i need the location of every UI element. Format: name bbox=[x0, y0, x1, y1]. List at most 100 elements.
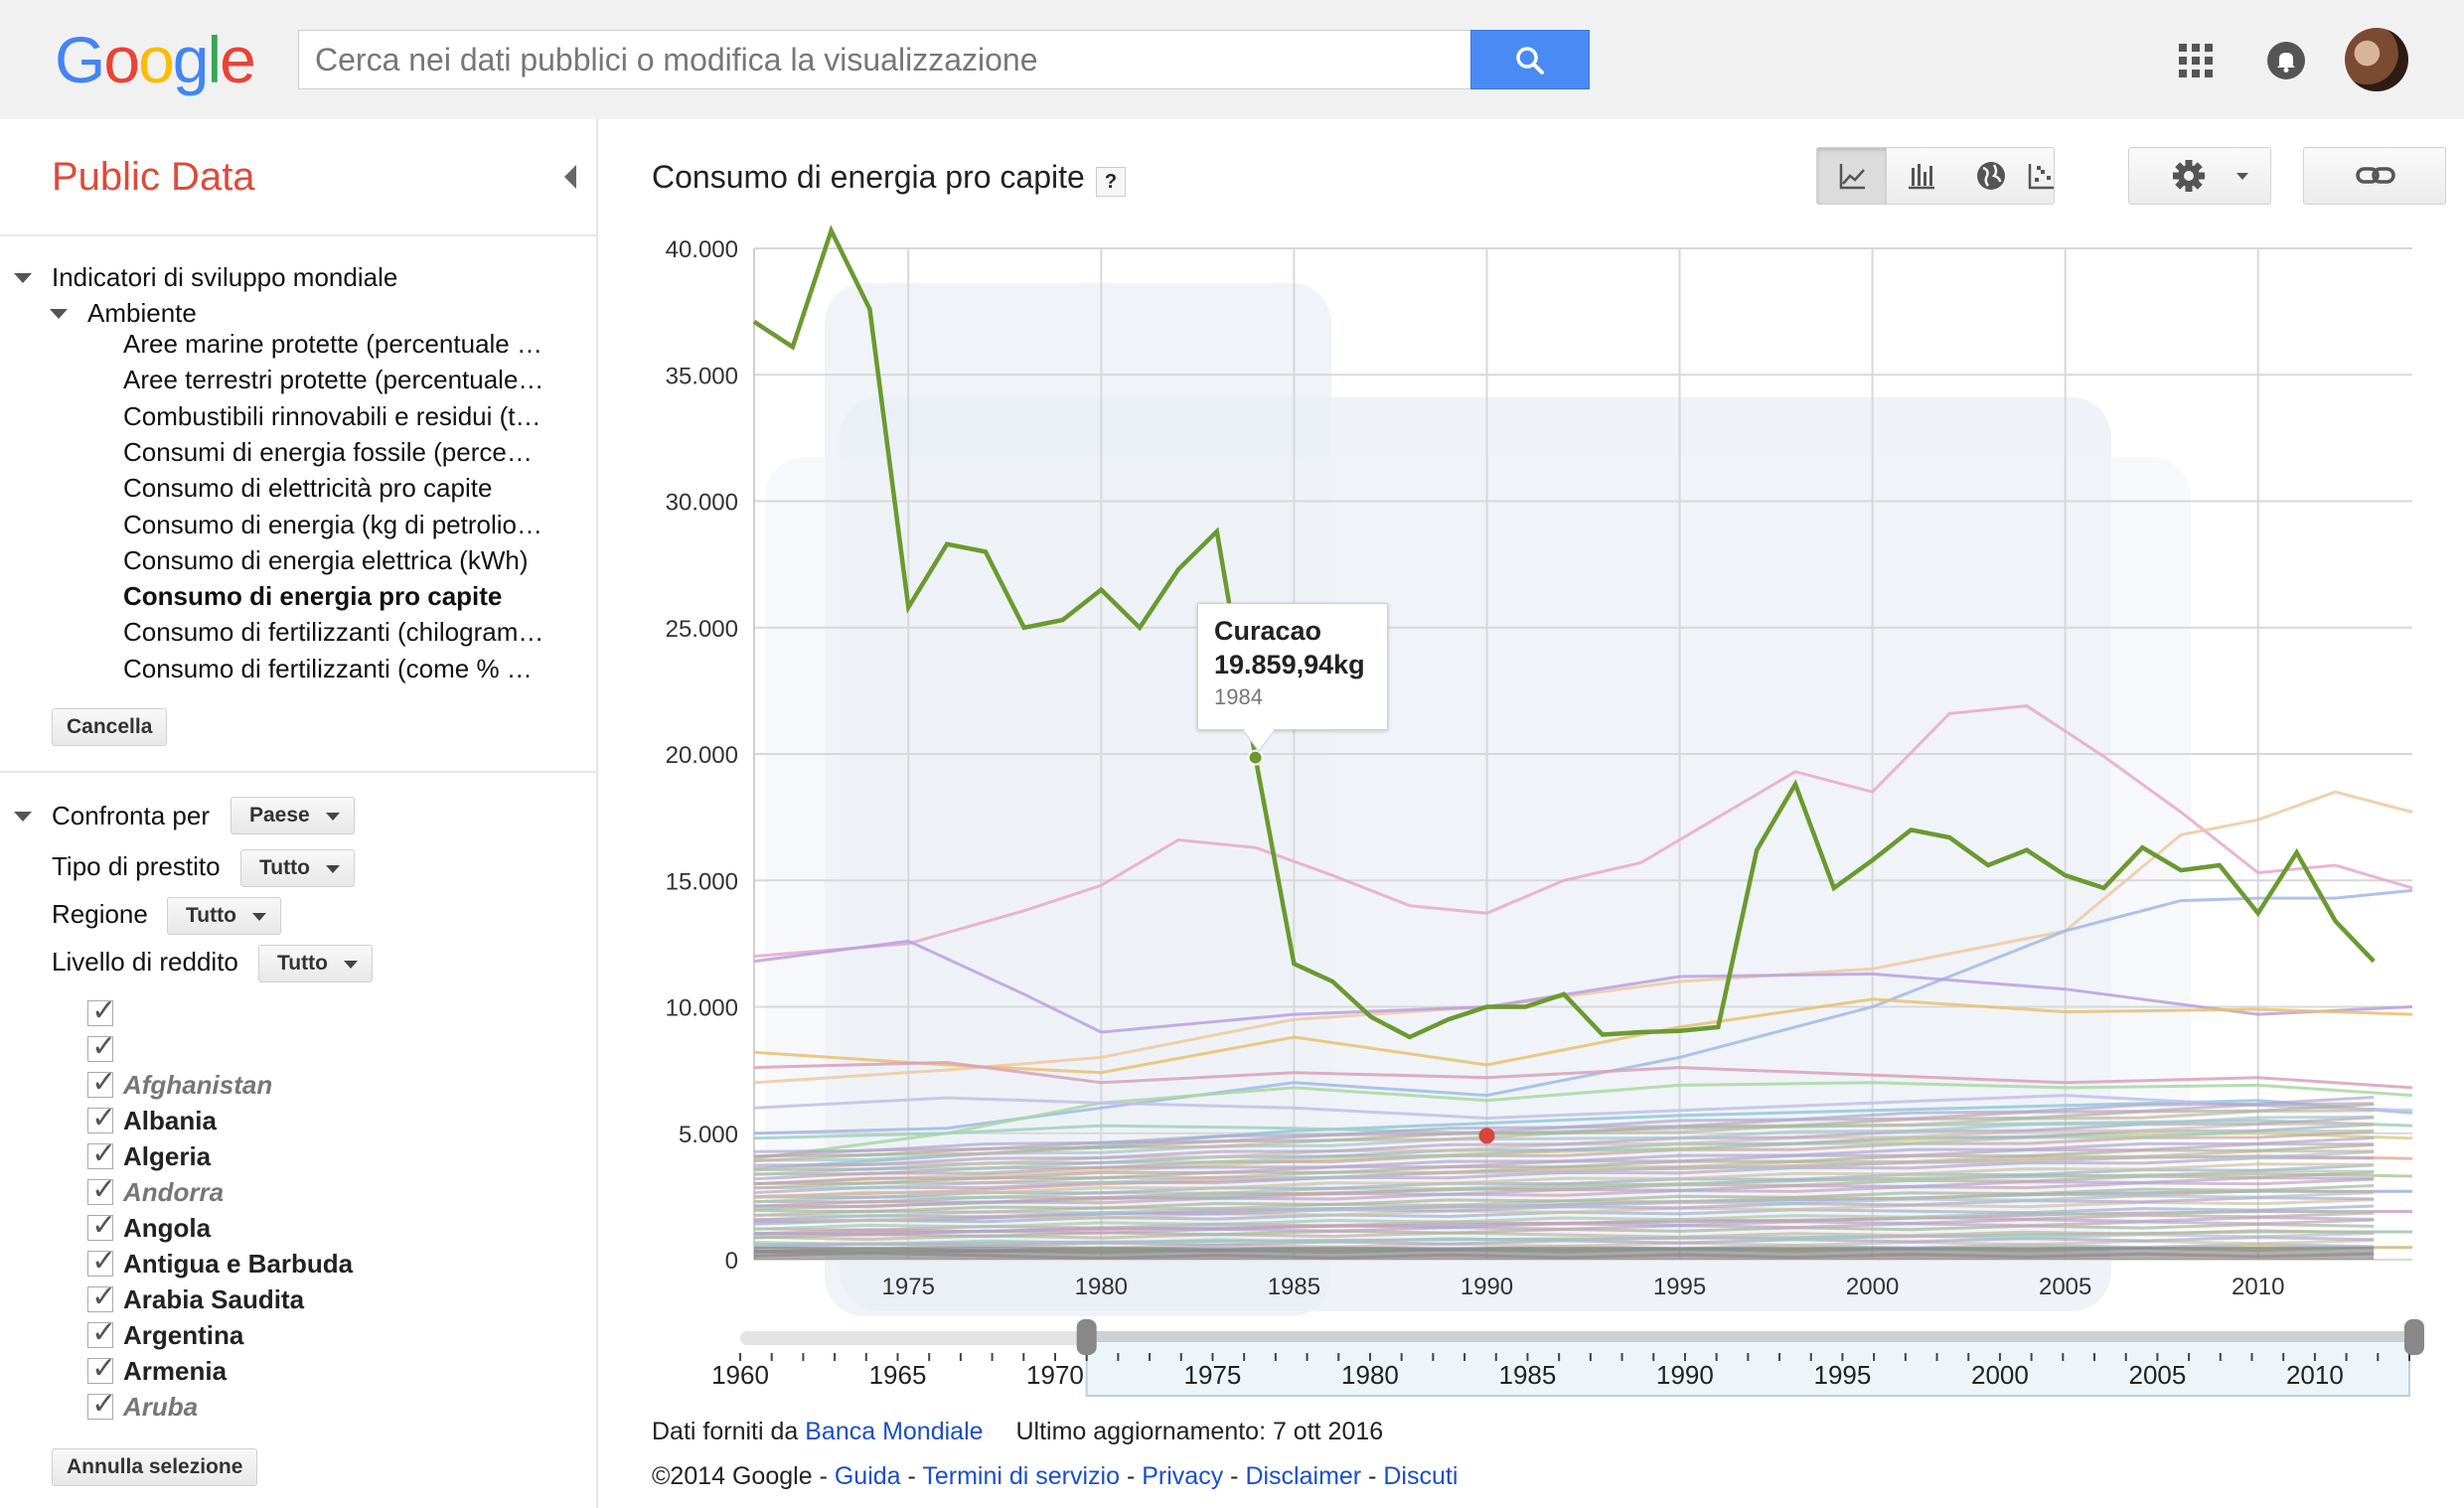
line-chart-icon[interactable] bbox=[1817, 148, 1887, 204]
country-label: Armenia bbox=[123, 1356, 228, 1386]
indicator-item[interactable]: Consumo di energia pro capite bbox=[123, 581, 503, 612]
search-box[interactable] bbox=[298, 30, 1472, 89]
copyright-line: ©2014 Google - Guida - Termini di serviz… bbox=[652, 1462, 1458, 1491]
y-tick-label: 15.000 bbox=[666, 868, 738, 895]
indicator-item[interactable]: Consumo di energia (kg di petrolio… bbox=[123, 509, 542, 539]
expand-compare-icon[interactable] bbox=[14, 812, 32, 822]
x-tick-label: 2000 bbox=[1846, 1274, 1899, 1300]
timeline-start-handle[interactable] bbox=[1076, 1319, 1097, 1355]
help-button[interactable]: ? bbox=[1096, 167, 1126, 197]
timeline-tick-label: 2000 bbox=[1971, 1360, 2029, 1390]
timeline-tick-label: 1960 bbox=[711, 1360, 769, 1390]
country-checkbox[interactable] bbox=[87, 1065, 116, 1100]
source-prefix: Dati forniti da bbox=[652, 1418, 799, 1445]
google-logo[interactable]: Google bbox=[55, 22, 256, 97]
country-label: Aruba bbox=[123, 1392, 199, 1422]
copyright: ©2014 Google bbox=[652, 1462, 813, 1490]
filter-label: Livello di reddito bbox=[52, 947, 238, 977]
footer-link-privacy[interactable]: Privacy bbox=[1142, 1462, 1224, 1490]
x-tick-label: 1980 bbox=[1075, 1274, 1128, 1300]
expand-indicators-icon[interactable] bbox=[14, 273, 32, 283]
page-title: Consumo di energia pro capite bbox=[652, 159, 1085, 195]
y-tick-label: 0 bbox=[725, 1248, 738, 1275]
gear-icon bbox=[2173, 160, 2248, 192]
bar-chart-icon[interactable] bbox=[1887, 148, 1956, 204]
timeline-end-handle[interactable] bbox=[2404, 1319, 2424, 1355]
indicator-item[interactable]: Consumi di energia fossile (perce… bbox=[123, 436, 533, 467]
indicator-item[interactable]: Combustibili rinnovabili e residui (t… bbox=[123, 400, 541, 431]
indicator-item[interactable]: Consumo di energia elettrica (kWh) bbox=[123, 544, 529, 575]
country-checkbox[interactable] bbox=[87, 1351, 116, 1386]
separator: - bbox=[907, 1462, 916, 1490]
search-input[interactable] bbox=[299, 31, 1471, 88]
footer-link-help[interactable]: Guida bbox=[834, 1462, 901, 1490]
timeline-tick-label: 1975 bbox=[1184, 1360, 1242, 1390]
dataset-root-label[interactable]: Indicatori di sviluppo mondiale bbox=[52, 262, 398, 292]
timeline-tick-label: 1990 bbox=[1656, 1360, 1714, 1390]
bell-icon[interactable] bbox=[2267, 42, 2305, 79]
filter-dropdown[interactable]: Tutto bbox=[240, 849, 355, 887]
scatter-chart-icon[interactable] bbox=[2026, 148, 2056, 204]
data-tooltip: Curacao 19.859,94kg 1984 bbox=[1197, 603, 1388, 752]
country-checkbox[interactable] bbox=[87, 1387, 116, 1422]
timeline-tick-label: 1995 bbox=[1814, 1360, 1872, 1390]
country-label: Andorra bbox=[123, 1177, 225, 1207]
country-checkbox[interactable] bbox=[87, 1208, 116, 1243]
country-label: Argentina bbox=[123, 1320, 244, 1350]
filter-label: Tipo di prestito bbox=[52, 851, 221, 881]
separator: - bbox=[819, 1462, 828, 1490]
compare-dropdown[interactable]: Paese bbox=[231, 797, 355, 834]
highlighted-series-line bbox=[752, 225, 2376, 1040]
collapse-sidebar-icon[interactable] bbox=[564, 165, 576, 189]
country-series-line bbox=[753, 1094, 2413, 1121]
indicator-item[interactable]: Consumo di fertilizzanti (chilogram… bbox=[123, 617, 544, 648]
country-checkbox[interactable] bbox=[87, 1029, 116, 1064]
footer-link-terms[interactable]: Termini di servizio bbox=[922, 1462, 1121, 1490]
category-label[interactable]: Ambiente bbox=[87, 298, 197, 328]
indicator-item[interactable]: Consumo di fertilizzanti (come % … bbox=[123, 653, 533, 683]
footer-link-disclaimer[interactable]: Disclaimer bbox=[1245, 1462, 1362, 1490]
country-checkbox[interactable] bbox=[87, 1280, 116, 1314]
chevron-down-icon bbox=[325, 813, 340, 821]
dense-series-band bbox=[754, 1247, 2375, 1260]
source-link[interactable]: Banca Mondiale bbox=[805, 1418, 984, 1445]
divider bbox=[0, 234, 598, 236]
country-series-line bbox=[753, 1116, 2375, 1167]
indicator-item[interactable]: Aree terrestri protette (percentuale… bbox=[123, 365, 544, 395]
country-checkbox[interactable] bbox=[87, 1136, 116, 1171]
settings-menu-button[interactable] bbox=[2128, 147, 2271, 205]
country-checkbox[interactable] bbox=[87, 1172, 116, 1207]
apps-grid-icon[interactable] bbox=[2179, 44, 2213, 77]
link-button[interactable] bbox=[2303, 147, 2446, 205]
country-series-line bbox=[753, 1184, 2375, 1214]
map-globe-icon[interactable] bbox=[1956, 148, 2026, 204]
country-label: Albania bbox=[123, 1106, 217, 1135]
search-button[interactable] bbox=[1470, 30, 1590, 89]
country-checkbox[interactable] bbox=[87, 1315, 116, 1350]
footer-link-discuss[interactable]: Discuti bbox=[1383, 1462, 1459, 1490]
country-series-line bbox=[753, 1136, 2375, 1181]
indicator-item[interactable]: Aree marine protette (percentuale … bbox=[123, 329, 542, 359]
timeline-tick-label: 1970 bbox=[1026, 1360, 1084, 1390]
country-label: Algeria bbox=[123, 1141, 212, 1171]
country-series-line bbox=[753, 1162, 2375, 1199]
deselect-all-button[interactable]: Annulla selezione bbox=[52, 1448, 258, 1486]
country-series-line bbox=[753, 1232, 2375, 1247]
x-tick-label: 2010 bbox=[2232, 1274, 2284, 1300]
country-series-line bbox=[753, 888, 2413, 1135]
filter-dropdown[interactable]: Tutto bbox=[167, 897, 281, 935]
y-tick-label: 20.000 bbox=[666, 742, 738, 769]
country-checkbox[interactable] bbox=[87, 1244, 116, 1279]
y-tick-label: 5.000 bbox=[679, 1122, 738, 1148]
country-checkbox[interactable] bbox=[87, 1101, 116, 1135]
chevron-down-icon bbox=[251, 913, 266, 921]
expand-category-icon[interactable] bbox=[50, 309, 68, 319]
filter-dropdown[interactable]: Tutto bbox=[258, 945, 373, 982]
chevron-down-icon bbox=[343, 961, 358, 969]
country-checkbox[interactable] bbox=[87, 993, 116, 1028]
hovered-data-point bbox=[1247, 749, 1264, 766]
avatar[interactable] bbox=[2345, 28, 2408, 91]
indicator-item[interactable]: Consumo di elettricità pro capite bbox=[123, 473, 493, 504]
cancel-button[interactable]: Cancella bbox=[52, 708, 168, 746]
